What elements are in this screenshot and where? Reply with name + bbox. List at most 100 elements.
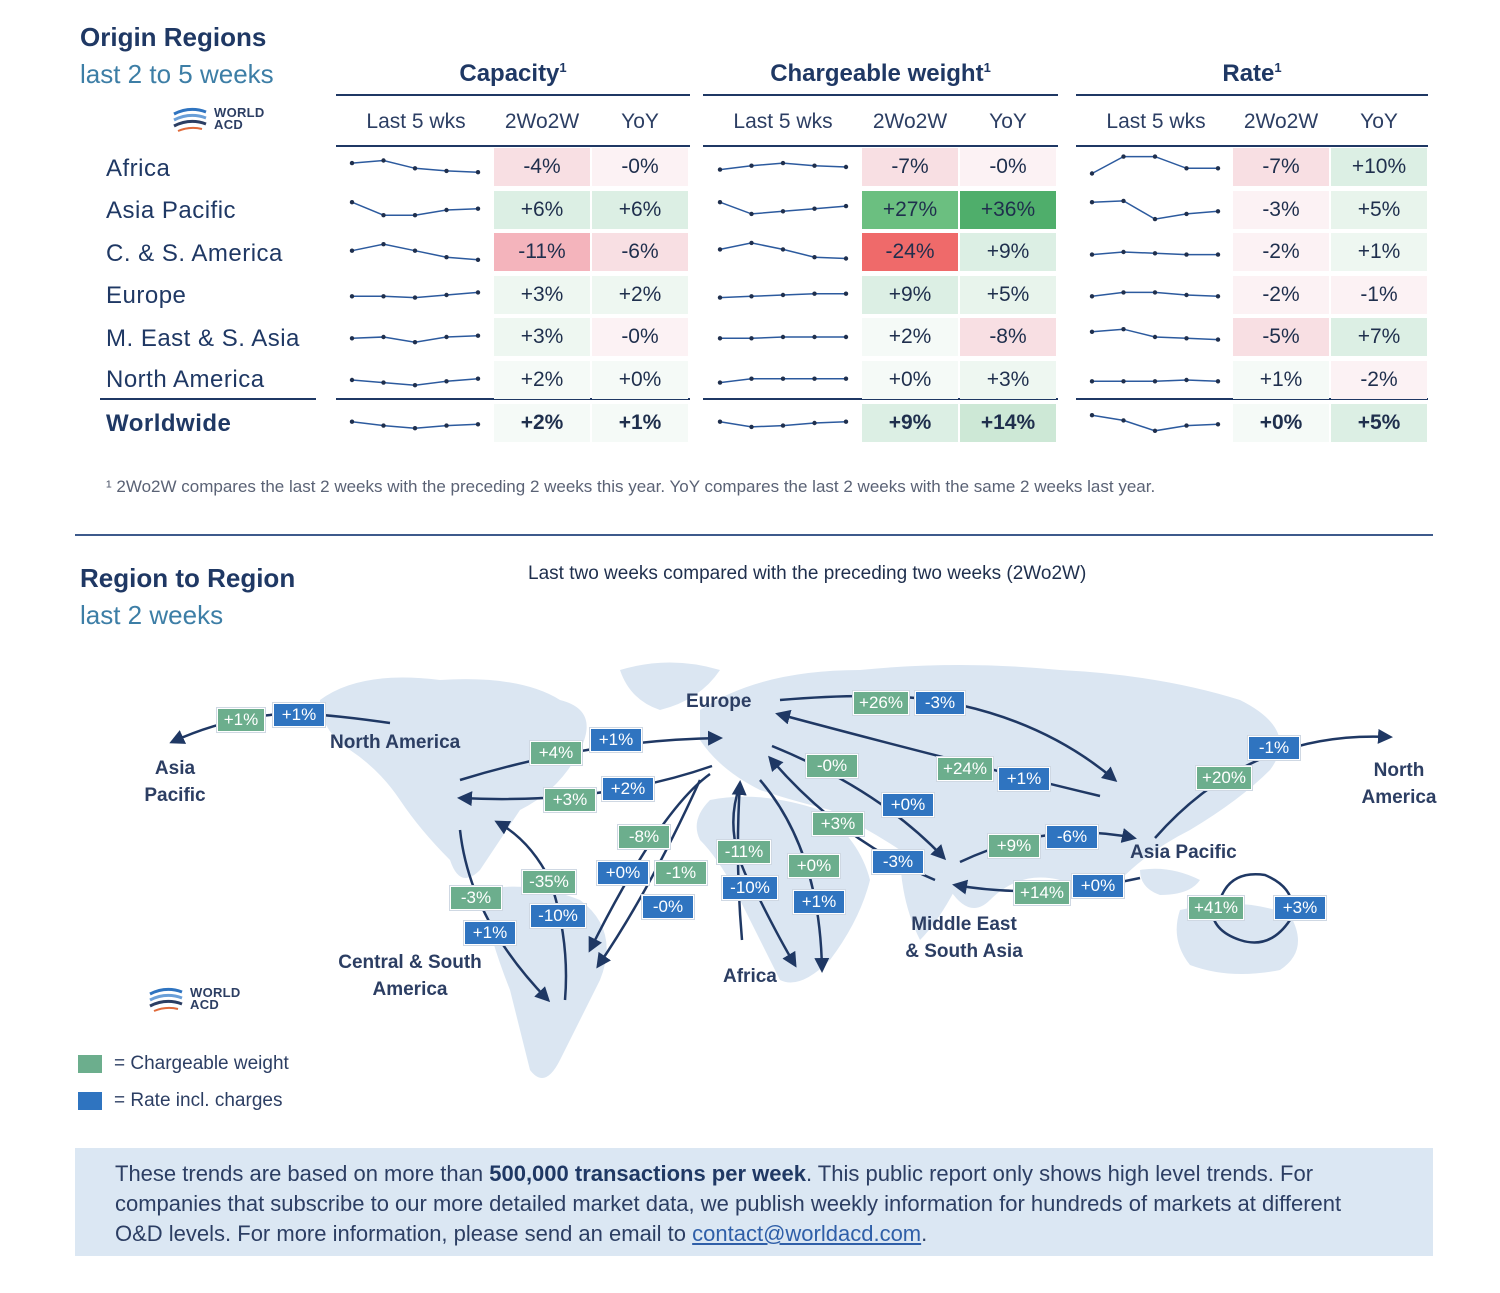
legend-label: = Rate incl. charges [114, 1090, 283, 1111]
sparkline-point [444, 334, 449, 340]
tag-rate-eu-na: +2% [602, 777, 654, 801]
tag-cw-intra-ap: +41% [1188, 896, 1244, 920]
sparkline-point [412, 340, 418, 345]
tag-cw-eu-mesa: -0% [806, 754, 858, 778]
sparkline-point [475, 290, 481, 295]
sparkline-point [1152, 428, 1158, 433]
sparklines [349, 154, 1221, 433]
col-last5-rate: Last 5 wks [1106, 110, 1206, 133]
sparkline-point [412, 383, 418, 388]
sparkline-point [381, 334, 386, 340]
legend-label: = Chargeable weight [114, 1053, 289, 1074]
sparkline-point [780, 376, 786, 381]
sparkline-point [1152, 290, 1158, 295]
sparkline-point [444, 423, 449, 428]
sparkline-point [1121, 198, 1126, 204]
tag-cw-ap-mesa: +14% [1014, 881, 1070, 905]
row-label-europe: Europe [106, 282, 187, 309]
table-cell: +0% [592, 361, 688, 399]
logo-line1: WORLD [214, 105, 265, 120]
sparkline-point [717, 336, 723, 341]
sparkline-point [717, 295, 723, 300]
tag-rate-mesa-ap: -6% [1046, 825, 1098, 849]
globe-swoosh-icon [149, 987, 183, 1012]
info-text: . [921, 1221, 928, 1246]
table-cell: -7% [862, 148, 958, 186]
sparkline-point [349, 294, 355, 299]
table-cell: +5% [1331, 404, 1427, 442]
sparkline-point [412, 248, 418, 253]
label-asia-pacific-west: Asia Pacific [144, 758, 206, 806]
sparkline-point [749, 211, 754, 217]
tag-rate-eu-af: -10% [722, 876, 778, 900]
row-label-africa: Africa [106, 155, 171, 182]
label-asia-pacific: Asia Pacific [1130, 842, 1237, 863]
tag-cw-na-asia: +1% [217, 708, 265, 732]
sparkline-point [749, 424, 754, 430]
sparkline-point [812, 334, 817, 340]
sparkline-point [843, 256, 849, 261]
sparkline-point [749, 336, 754, 341]
sparkline-point [412, 295, 418, 300]
divider [703, 145, 1058, 147]
table-cell: -6% [592, 233, 688, 271]
table-cell: -24% [862, 233, 958, 271]
tag-rate-eu-ap: -3% [915, 691, 965, 715]
sparkline-point [381, 242, 386, 247]
sparkline-point [349, 419, 355, 424]
r2r-subtitle: last 2 weeks [80, 600, 224, 630]
table-cell: -0% [592, 148, 688, 186]
sparkline-point [349, 160, 355, 166]
sparkline-point [475, 206, 481, 211]
legend-swatch-green [78, 1055, 102, 1073]
tag-rate-ap-na: -1% [1248, 736, 1300, 760]
sparkline-point [1089, 379, 1095, 384]
table-cell: +9% [862, 404, 958, 442]
table-cell: -7% [1233, 148, 1329, 186]
sparkline-point [812, 376, 817, 381]
row-label-me-sasia: M. East & S. Asia [106, 325, 300, 352]
sparkline-point [812, 163, 817, 168]
row-label-worldwide: Worldwide [106, 410, 232, 437]
table-cell: +3% [494, 276, 590, 314]
table-cell: +5% [960, 276, 1056, 314]
sparkline-point [444, 292, 449, 298]
sparkline-point [843, 203, 849, 209]
sparkline-point [717, 200, 723, 205]
sparkline-point [1121, 154, 1126, 159]
table-cell: +7% [1331, 318, 1427, 356]
tag-rate-ap-mesa: +0% [1072, 874, 1124, 898]
tag-cw-csa-na: -35% [522, 870, 576, 894]
table-cell: +9% [960, 233, 1056, 271]
sparkline-point [843, 334, 849, 340]
table-cell: -8% [960, 318, 1056, 356]
col-2wo2w-cw: 2Wo2W [872, 110, 948, 133]
sparkline-point [717, 380, 723, 385]
sparkline-point [1121, 290, 1126, 295]
sparkline-point [843, 164, 849, 170]
table-cell: -0% [960, 148, 1056, 186]
label-europe: Europe [686, 691, 752, 712]
sparkline-point [475, 376, 481, 381]
sparkline-point [1152, 334, 1158, 340]
divider [1076, 145, 1428, 147]
sparkline-point [381, 158, 386, 163]
sparkline-point [812, 206, 817, 211]
divider [336, 145, 690, 147]
tag-rate-csa-eu: -0% [642, 895, 694, 919]
sparkline-point [475, 257, 481, 262]
logo-line1: WORLD [190, 985, 241, 1000]
sparkline-point [1184, 252, 1189, 257]
email-link[interactable]: contact@worldacd.com [692, 1221, 922, 1246]
tag-cw-na-csa: -3% [450, 886, 502, 910]
table-cell: +5% [1331, 191, 1427, 229]
sparkline-point [1184, 211, 1189, 217]
sparkline-point [1152, 379, 1158, 384]
tag-cw-mesa-ap: +9% [988, 834, 1040, 858]
sparkline-point [349, 248, 355, 253]
legend-swatch-blue [78, 1092, 102, 1110]
section-divider [75, 534, 1433, 536]
tag-rate-na-eu: +1% [590, 728, 642, 752]
tag-cw-eu-af: -11% [717, 840, 771, 864]
table-cell: +2% [494, 404, 590, 442]
